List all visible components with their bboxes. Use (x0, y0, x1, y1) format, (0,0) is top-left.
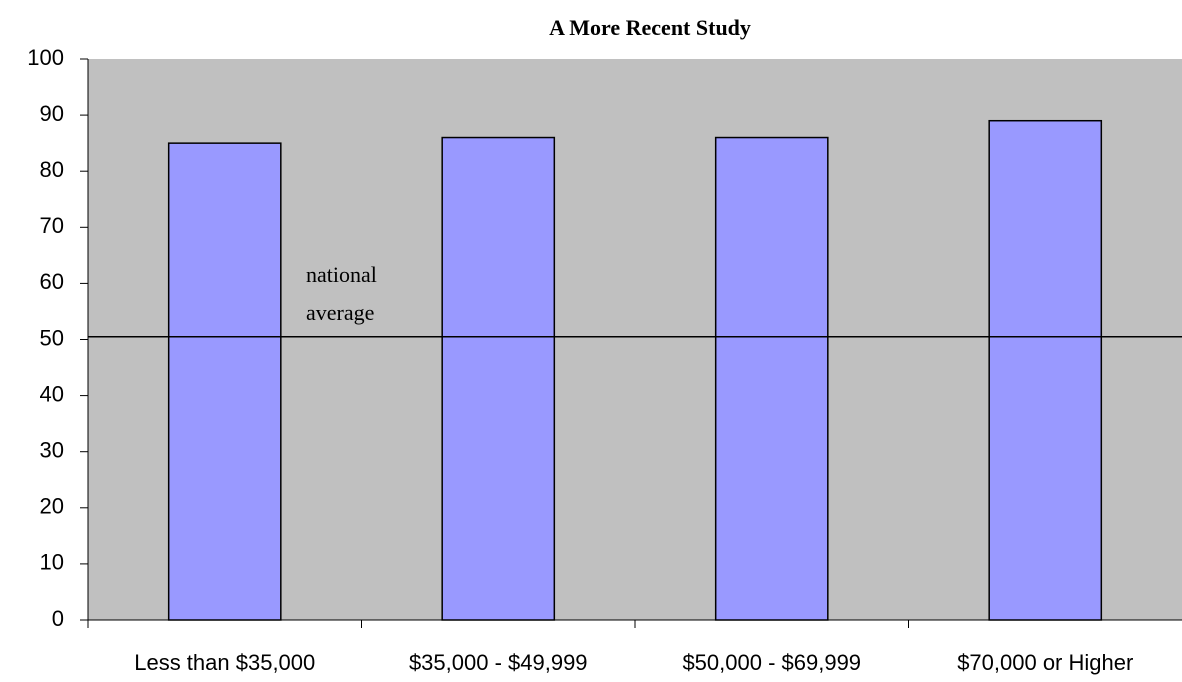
x-tick-label: $50,000 - $69,999 (682, 650, 861, 675)
y-tick-label: 100 (27, 45, 64, 70)
y-tick-label: 50 (40, 325, 64, 350)
y-tick-label: 10 (40, 550, 64, 575)
chart-title: A More Recent Study (549, 15, 751, 40)
x-tick-label: $70,000 or Higher (957, 650, 1133, 675)
bar (167, 142, 282, 621)
annotation: national average (306, 262, 377, 325)
y-tick-label: 30 (40, 438, 64, 463)
y-tick-label: 70 (40, 213, 64, 238)
x-tick-label: $35,000 - $49,999 (409, 650, 588, 675)
y-tick-label: 40 (40, 381, 64, 406)
x-tick-label: Less than $35,000 (134, 650, 315, 675)
y-tick-label: 0 (52, 606, 64, 631)
bar (714, 136, 829, 621)
y-tick-label: 60 (40, 269, 64, 294)
bar (988, 119, 1103, 621)
bar (441, 136, 556, 621)
y-tick-label: 20 (40, 494, 64, 519)
y-tick-label: 80 (40, 157, 64, 182)
y-tick-label: 90 (40, 101, 64, 126)
